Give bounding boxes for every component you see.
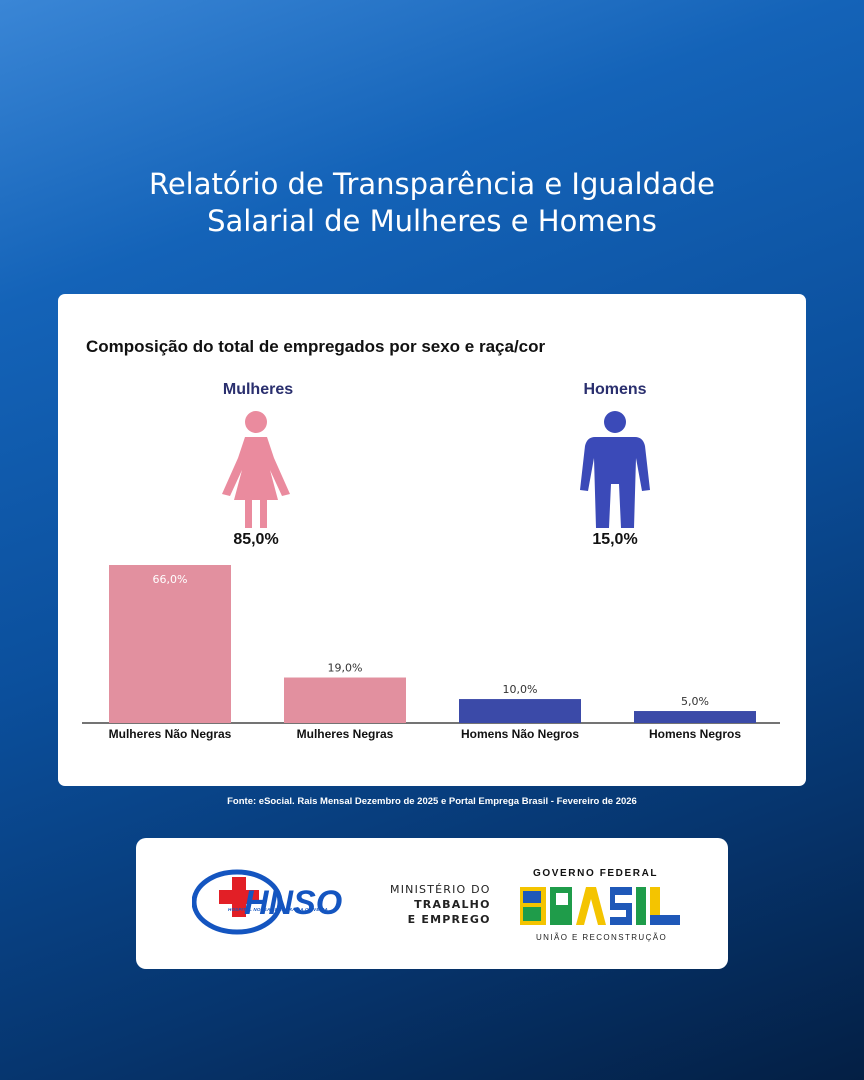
logos-card: HNSO HOSPITAL NOSSA SENHORA DA OLIVEIRA … <box>136 838 728 969</box>
chart-title: Composição do total de empregados por se… <box>86 337 546 356</box>
hnso-logo: HNSO <box>192 869 342 935</box>
men-total-percent: 15,0% <box>592 531 638 548</box>
government-slogan: UNIÃO E RECONSTRUÇÃO <box>536 933 668 942</box>
women-group-label: Mulheres <box>222 381 294 398</box>
category-label-3: Homens Não Negros <box>461 727 579 741</box>
ministry-logo: MINISTÉRIO DO TRABALHO E EMPREGO <box>390 882 491 927</box>
bar-chart: 66,0% Mulheres Não Negras 19,0% Mulheres Ne… <box>82 565 780 741</box>
source-note: Fonte: eSocial. Rais Mensal Dezembro de … <box>227 796 637 807</box>
hnso-logo-subtitle: HOSPITAL NOSSA SENHORA DA OLIVEIRA <box>228 907 328 912</box>
bar-1 <box>109 565 231 723</box>
man-icon <box>580 411 650 528</box>
page-title-line-2: Salarial de Mulheres e Homens <box>207 204 657 238</box>
ministry-line-3: E EMPREGO <box>407 913 491 926</box>
brasil-logo <box>520 887 680 925</box>
bar-2 <box>284 677 406 723</box>
category-label-4: Homens Negros <box>649 727 741 741</box>
page-title: Relatório de Transparência e Igualdade S… <box>0 166 864 240</box>
page-title-line-1: Relatório de Transparência e Igualdade <box>148 167 715 201</box>
bar-value-label-4: 5,0% <box>681 695 709 708</box>
bar-3 <box>459 699 581 723</box>
men-group-label: Homens <box>583 381 647 398</box>
bar-value-label-2: 19,0% <box>328 662 363 675</box>
government-label: GOVERNO FEDERAL <box>533 868 659 879</box>
category-label-1: Mulheres Não Negras <box>109 727 232 741</box>
category-label-2: Mulheres Negras <box>297 727 394 741</box>
bar-value-label-3: 10,0% <box>503 683 538 696</box>
ministry-line-2: TRABALHO <box>414 898 491 911</box>
bar-value-label-1: 66,0% <box>153 573 188 586</box>
hnso-logo-text: HNSO <box>244 884 342 922</box>
woman-icon <box>222 411 290 528</box>
women-total-percent: 85,0% <box>233 531 279 548</box>
chart-card: Composição do total de empregados por se… <box>58 294 806 786</box>
bar-4 <box>634 711 756 723</box>
ministry-line-1: MINISTÉRIO DO <box>390 883 491 896</box>
